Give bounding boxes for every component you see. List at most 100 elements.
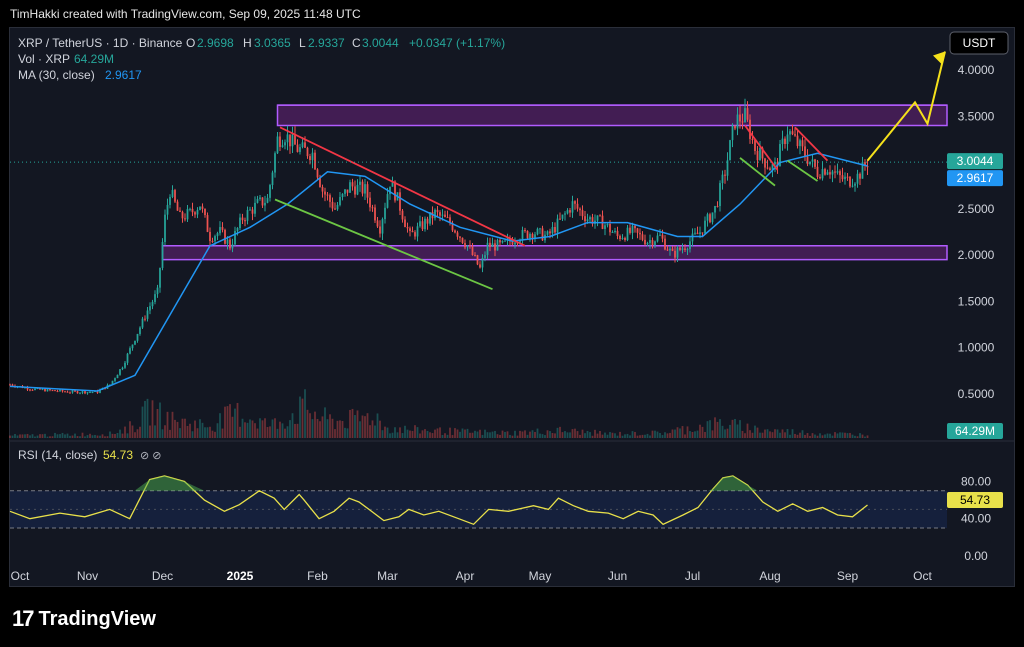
candle-body <box>136 333 139 341</box>
volume-bar <box>181 418 184 438</box>
volume-bar <box>736 424 739 438</box>
candle-body <box>369 197 371 208</box>
volume-bar <box>489 432 491 438</box>
volume-bar <box>316 418 319 438</box>
candle-body <box>549 231 551 234</box>
candle-body <box>204 208 206 216</box>
volume-bar <box>486 432 489 438</box>
candle-body <box>469 245 471 247</box>
candle-body <box>54 390 56 392</box>
candle-body <box>149 306 151 311</box>
volume-bar <box>569 432 571 438</box>
volume-bar <box>574 428 576 438</box>
volume-bar <box>506 431 509 438</box>
candle-body <box>299 147 301 152</box>
projection-arrowhead <box>933 51 945 65</box>
legend-open-value: 2.9698 <box>197 36 234 50</box>
volume-bar <box>399 427 401 438</box>
volume-bar <box>286 426 289 438</box>
candle-body <box>46 389 49 392</box>
candle-body <box>254 202 256 214</box>
candle-body <box>491 243 494 247</box>
volume-bar <box>544 435 546 438</box>
candle-body <box>164 214 166 243</box>
candle-body <box>586 219 589 222</box>
time-tick-label: Mar <box>377 569 398 583</box>
rsi-visibility-icon[interactable]: ⊘ ⊘ <box>140 450 162 462</box>
volume-bar <box>64 434 66 438</box>
volume-bar <box>76 436 79 438</box>
candle-body <box>306 147 309 157</box>
volume-bar <box>191 431 194 438</box>
candle-body <box>269 185 271 198</box>
ma-layer <box>9 152 868 392</box>
volume-bar <box>811 433 814 438</box>
volume-bar <box>536 428 539 438</box>
volume-bar <box>441 434 444 438</box>
candle-body <box>696 232 699 235</box>
volume-bar <box>714 417 716 438</box>
currency-label[interactable]: USDT <box>963 36 996 50</box>
candle-body <box>484 255 486 259</box>
candle-body <box>51 390 54 392</box>
volume-bar <box>734 418 736 438</box>
candle-body <box>504 240 506 242</box>
volume-bar <box>149 425 151 438</box>
volume-bar <box>51 436 54 438</box>
candle-body <box>524 230 526 232</box>
candle-body <box>839 171 841 176</box>
volume-bar <box>851 434 854 438</box>
candle-body <box>571 201 574 213</box>
volume-bar <box>801 430 804 438</box>
volume-bar <box>226 406 229 438</box>
candle-body <box>284 142 286 146</box>
candle-body <box>661 234 664 239</box>
candle-body <box>729 140 731 161</box>
candle-body <box>416 226 419 237</box>
candle-body <box>811 159 814 162</box>
legend-close-value: 3.0044 <box>362 36 399 50</box>
candle-body <box>831 171 834 175</box>
volume-bar <box>669 432 671 438</box>
price-ticks: 4.00003.50003.00002.50002.00001.50001.00… <box>958 63 995 401</box>
volume-bar <box>124 426 126 438</box>
volume-bar <box>746 423 749 438</box>
legend-symbol: XRP / TetherUS · 1D · Binance <box>18 36 183 50</box>
volume-bar <box>586 430 589 438</box>
volume-bar <box>421 430 424 438</box>
volume-bar <box>54 432 56 438</box>
time-tick-label: Dec <box>152 569 173 583</box>
volume-bar <box>176 421 179 438</box>
rsi-overbought-fill <box>707 475 758 491</box>
candle-body <box>619 235 621 239</box>
candle-body <box>786 134 789 144</box>
volume-bar <box>101 434 104 438</box>
legend-ma-value: 2.9617 <box>105 68 142 82</box>
volume-bar <box>24 434 26 438</box>
volume-bar <box>161 429 164 438</box>
volume-bar <box>634 431 636 438</box>
volume-bar <box>269 426 271 438</box>
chart-panel[interactable] <box>9 27 1015 587</box>
tradingview-brand[interactable]: 17 TradingView <box>12 606 156 632</box>
volume-bar <box>841 432 844 438</box>
volume-bar <box>131 425 134 438</box>
rsi-label: RSI (14, close) <box>18 448 97 462</box>
candle-body <box>834 171 836 173</box>
volume-bar <box>59 434 61 438</box>
currency-box[interactable] <box>949 31 1009 55</box>
volume-bar <box>561 432 564 438</box>
volume-bar <box>271 419 274 438</box>
volume-bar <box>824 434 826 438</box>
candle-body <box>634 225 636 229</box>
candle-body <box>424 218 426 230</box>
volume-bar <box>326 419 329 438</box>
candle-body <box>481 258 484 268</box>
volume-bar <box>641 434 644 438</box>
volume-bar <box>611 432 614 438</box>
volume-bar <box>456 429 459 438</box>
candle-body <box>291 134 294 147</box>
volume-bar <box>469 432 471 438</box>
volume-bar <box>331 418 334 438</box>
